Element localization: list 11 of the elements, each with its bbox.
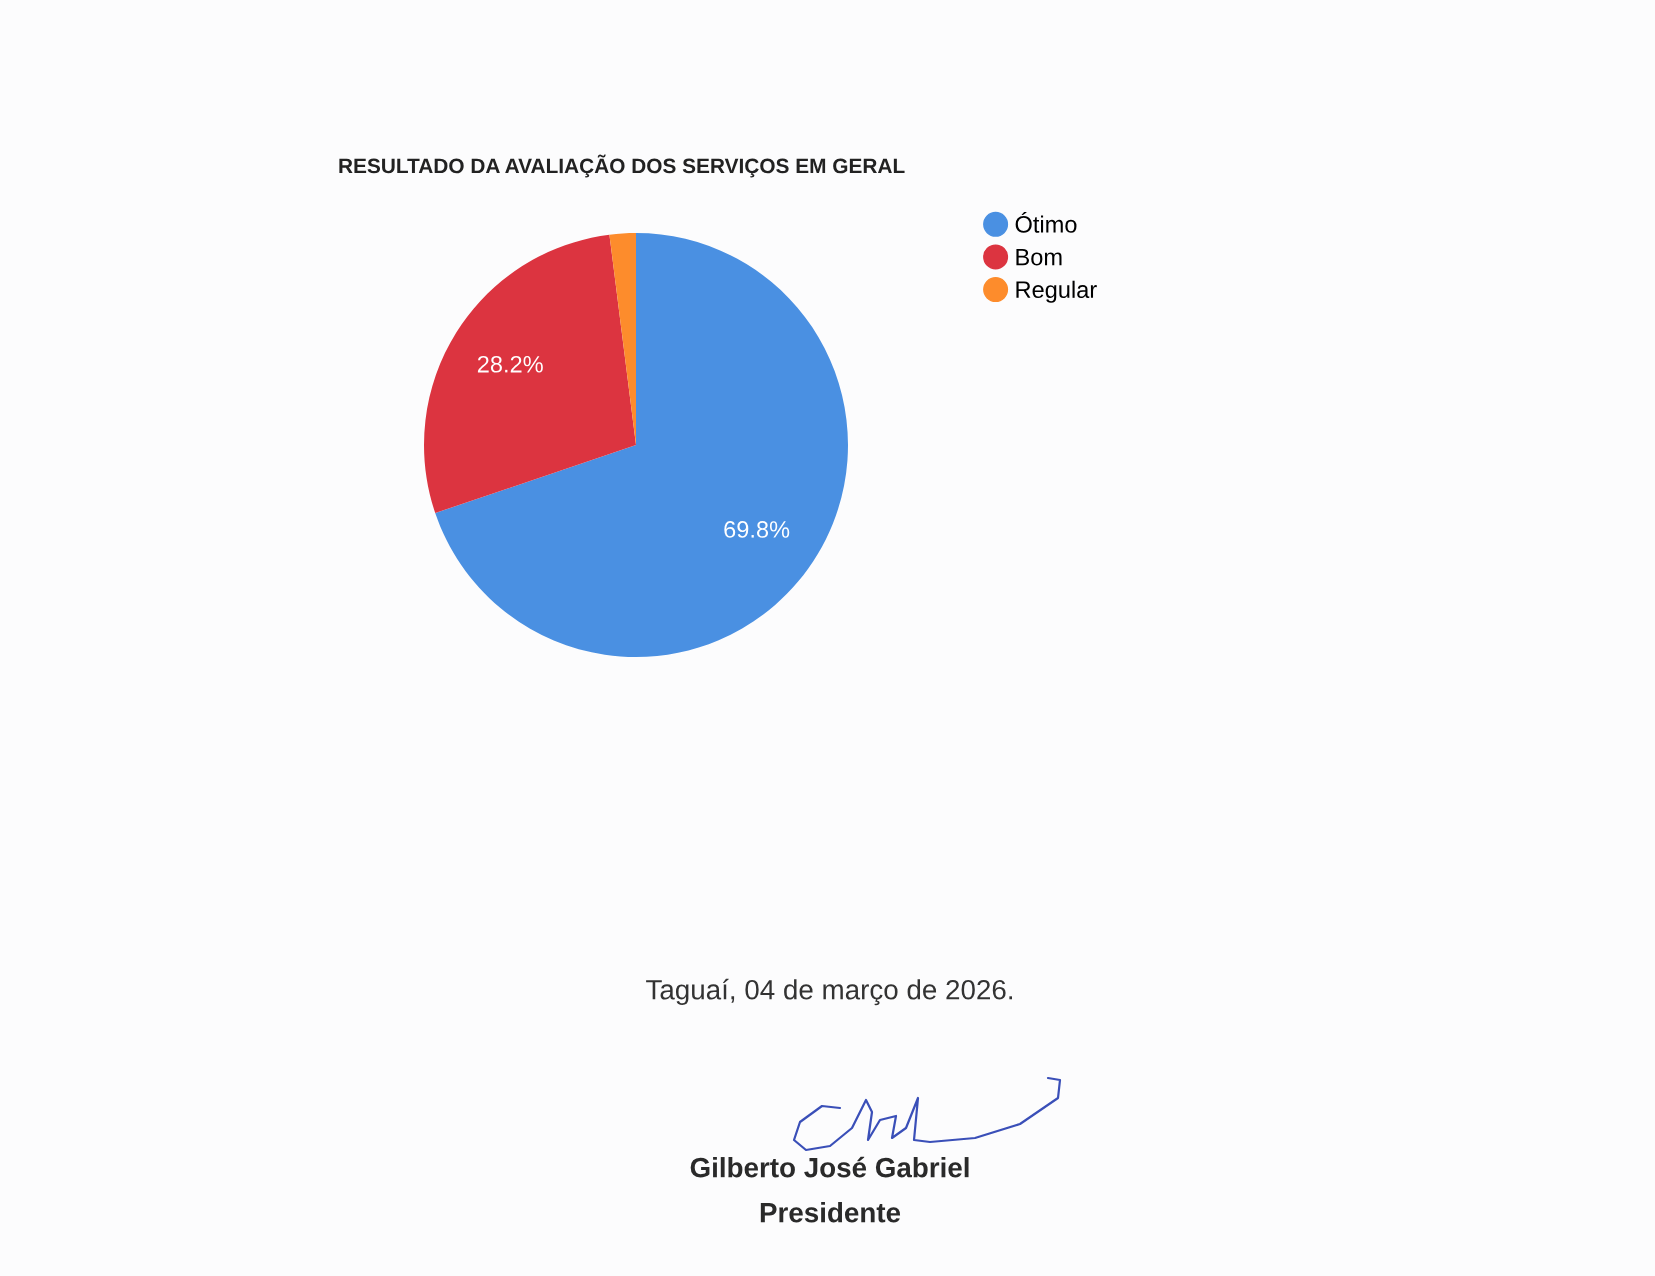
legend-label: Bom	[1016, 248, 1062, 266]
pie-slice	[424, 234, 636, 514]
data-label: 28.2%	[477, 355, 543, 373]
legend-label: Regular	[1016, 280, 1097, 303]
text: Presidente	[760, 1202, 901, 1223]
data-label: 69.8%	[724, 521, 790, 538]
chart-title: RESULTADO DA AVALIAÇÃO DOS SERVIÇOS EM GERAL	[339, 154, 905, 178]
pie-slice	[435, 233, 848, 657]
text: Taguaí, 04 de março de 2026.	[646, 978, 1013, 1006]
text: Gilberto José Gabriel	[690, 1156, 969, 1178]
legend-label: Ótimo	[1015, 212, 1077, 233]
